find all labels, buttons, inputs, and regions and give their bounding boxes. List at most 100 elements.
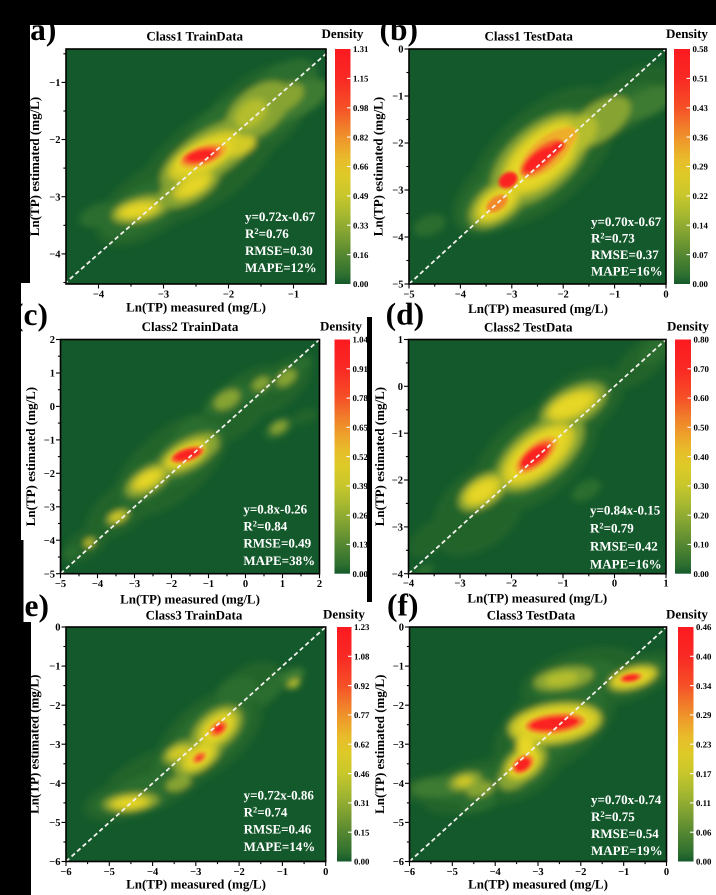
- svg-text:R2=0.75: R2=0.75: [591, 809, 635, 824]
- svg-text:1: 1: [398, 335, 403, 346]
- svg-text:−3: −3: [44, 502, 55, 513]
- svg-text:1: 1: [280, 579, 285, 590]
- svg-text:Density: Density: [666, 607, 708, 622]
- svg-text:0.49: 0.49: [353, 191, 369, 201]
- svg-text:0.26: 0.26: [353, 510, 369, 520]
- svg-text:−2: −2: [392, 476, 403, 487]
- svg-text:−2: −2: [506, 579, 517, 590]
- svg-text:−5: −5: [392, 280, 403, 291]
- svg-text:−5: −5: [55, 579, 66, 590]
- svg-text:0: 0: [399, 623, 404, 634]
- svg-text:−3: −3: [49, 192, 60, 203]
- svg-text:0.78: 0.78: [353, 393, 369, 403]
- svg-text:−4: −4: [44, 536, 56, 547]
- svg-text:−6: −6: [404, 867, 415, 878]
- svg-text:0.60: 0.60: [694, 393, 710, 403]
- svg-text:Ln(TP) measured (mg/L): Ln(TP) measured (mg/L): [468, 877, 608, 892]
- svg-text:0.22: 0.22: [693, 191, 709, 201]
- svg-text:0.15: 0.15: [354, 827, 370, 837]
- svg-text:−5: −5: [403, 290, 414, 301]
- svg-text:Ln(TP) measured (mg/L): Ln(TP) measured (mg/L): [120, 592, 260, 607]
- svg-text:0: 0: [398, 382, 403, 393]
- svg-text:−1: −1: [557, 579, 568, 590]
- svg-text:1.31: 1.31: [353, 44, 368, 54]
- svg-text:Density: Density: [322, 26, 364, 41]
- svg-text:y=0.70x-0.74: y=0.70x-0.74: [591, 792, 662, 807]
- svg-text:Class2 TestData: Class2 TestData: [484, 320, 573, 335]
- svg-text:0.70: 0.70: [694, 364, 710, 374]
- svg-text:Ln(TP) estimated (mg/L): Ln(TP) estimated (mg/L): [371, 97, 386, 236]
- svg-text:0.50: 0.50: [694, 423, 710, 433]
- svg-text:−3: −3: [393, 740, 404, 751]
- svg-text:0: 0: [243, 579, 248, 590]
- svg-text:0.92: 0.92: [354, 681, 370, 691]
- svg-text:0.46: 0.46: [354, 769, 370, 779]
- svg-text:−1: −1: [49, 662, 60, 673]
- svg-text:(f): (f): [387, 588, 418, 623]
- svg-text:0.14: 0.14: [693, 220, 709, 230]
- svg-text:R2=0.84: R2=0.84: [243, 519, 287, 534]
- svg-text:0.00: 0.00: [693, 279, 709, 289]
- svg-text:−2: −2: [166, 579, 177, 590]
- svg-text:−1: −1: [49, 78, 60, 89]
- svg-text:−1: −1: [609, 290, 620, 301]
- svg-text:0.13: 0.13: [353, 540, 369, 550]
- svg-text:0: 0: [50, 402, 55, 413]
- svg-text:−6: −6: [393, 857, 404, 868]
- svg-text:Class1 TestData: Class1 TestData: [484, 29, 573, 44]
- svg-text:Ln(TP) estimated (mg/L): Ln(TP) estimated (mg/L): [372, 387, 387, 526]
- svg-text:0.33: 0.33: [353, 220, 369, 230]
- svg-text:0: 0: [612, 579, 617, 590]
- svg-text:R2=0.73: R2=0.73: [591, 230, 635, 245]
- svg-text:0.20: 0.20: [694, 510, 710, 520]
- svg-text:Ln(TP) measured (mg/L): Ln(TP) measured (mg/L): [467, 591, 607, 606]
- svg-text:−6: −6: [49, 857, 60, 868]
- svg-text:−3: −3: [532, 867, 543, 878]
- svg-text:−2: −2: [233, 867, 244, 878]
- svg-text:−4: −4: [455, 290, 467, 301]
- svg-text:−1: −1: [277, 867, 288, 878]
- svg-text:0.00: 0.00: [354, 857, 370, 867]
- svg-text:0: 0: [663, 290, 668, 301]
- svg-text:−2: −2: [392, 139, 403, 150]
- svg-text:Class3 TestData: Class3 TestData: [487, 608, 576, 623]
- svg-text:0.80: 0.80: [694, 335, 710, 345]
- svg-text:Class1 TrainData: Class1 TrainData: [146, 29, 243, 44]
- svg-text:0.11: 0.11: [696, 798, 711, 808]
- svg-text:RMSE=0.42: RMSE=0.42: [590, 539, 658, 554]
- svg-text:−1: −1: [618, 867, 629, 878]
- svg-text:0.40: 0.40: [696, 652, 712, 662]
- svg-text:−4: −4: [403, 579, 415, 590]
- svg-text:−3: −3: [158, 290, 169, 301]
- svg-text:0.51: 0.51: [693, 74, 708, 84]
- svg-text:−4: −4: [490, 867, 502, 878]
- svg-text:Density: Density: [320, 319, 362, 334]
- svg-text:0.29: 0.29: [693, 162, 709, 172]
- svg-text:−5: −5: [104, 867, 115, 878]
- svg-text:−4: −4: [92, 579, 104, 590]
- svg-text:R2=0.79: R2=0.79: [590, 521, 634, 536]
- svg-text:R2=0.76: R2=0.76: [245, 226, 289, 241]
- svg-text:RMSE=0.54: RMSE=0.54: [591, 826, 659, 841]
- svg-text:(d): (d): [386, 297, 425, 332]
- svg-text:0.00: 0.00: [353, 569, 369, 579]
- svg-text:Density: Density: [667, 319, 709, 334]
- svg-text:0.52: 0.52: [353, 452, 369, 462]
- svg-text:1.15: 1.15: [353, 74, 369, 84]
- svg-text:0.82: 0.82: [353, 132, 369, 142]
- svg-text:Class3 TrainData: Class3 TrainData: [146, 608, 243, 623]
- svg-text:1.04: 1.04: [353, 335, 369, 345]
- svg-text:Ln(TP) measured (mg/L): Ln(TP) measured (mg/L): [126, 300, 266, 315]
- svg-text:Ln(TP) measured (mg/L): Ln(TP) measured (mg/L): [468, 301, 608, 316]
- svg-text:0: 0: [323, 867, 328, 878]
- svg-text:Ln(TP) estimated (mg/L): Ln(TP) estimated (mg/L): [27, 97, 42, 236]
- svg-text:−3: −3: [49, 740, 60, 751]
- svg-text:0.62: 0.62: [354, 740, 370, 750]
- svg-text:2: 2: [50, 335, 55, 346]
- svg-text:0.17: 0.17: [696, 769, 712, 779]
- svg-text:−1: −1: [203, 579, 214, 590]
- svg-text:0.10: 0.10: [694, 540, 710, 550]
- svg-text:−4: −4: [49, 779, 61, 790]
- svg-text:−4: −4: [147, 867, 159, 878]
- svg-text:RMSE=0.37: RMSE=0.37: [591, 247, 659, 262]
